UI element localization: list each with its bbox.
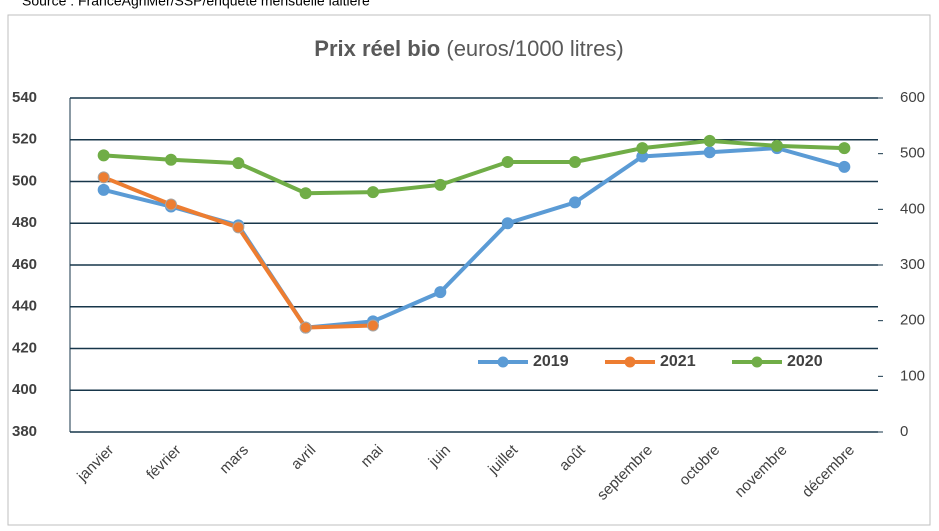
- marker: [299, 321, 312, 334]
- marker: [97, 149, 110, 162]
- y2-tick-label: 0: [900, 423, 908, 440]
- legend-label: 2021: [660, 353, 696, 370]
- y2-tick-label: 100: [900, 367, 925, 384]
- marker: [434, 178, 447, 191]
- subtitle: (euros/1000 litres): [446, 36, 623, 61]
- legend-label: 2019: [533, 353, 569, 370]
- y-tick-label: 520: [12, 131, 37, 148]
- y2-tick-label: 200: [900, 312, 925, 329]
- legend-marker: [624, 356, 636, 368]
- y-tick-label: 420: [12, 339, 37, 356]
- marker: [501, 156, 514, 169]
- marker: [703, 134, 716, 147]
- marker: [569, 156, 581, 169]
- legend-marker: [497, 356, 509, 368]
- y-tick-label: 440: [12, 298, 37, 315]
- marker: [434, 286, 447, 299]
- marker: [838, 142, 851, 155]
- source: Source : FranceAgriMer/SSP/enquête mensu…: [22, 0, 370, 9]
- y-tick-label: 480: [12, 214, 37, 231]
- y2-tick-label: 600: [900, 89, 925, 106]
- marker: [232, 157, 245, 170]
- y-tick-label: 460: [12, 256, 37, 273]
- marker: [838, 160, 851, 173]
- marker: [569, 196, 581, 209]
- title: Prix réel bio: [314, 36, 440, 61]
- marker: [771, 139, 783, 152]
- y-tick-label: 500: [12, 172, 37, 189]
- marker: [299, 187, 312, 200]
- y2-tick-label: 500: [900, 145, 925, 162]
- marker: [703, 146, 716, 159]
- marker: [501, 217, 514, 230]
- chart-title: Prix réel bio (euros/1000 litres): [314, 36, 623, 61]
- y-tick-label: 540: [12, 89, 37, 106]
- marker: [165, 153, 177, 166]
- y2-tick-label: 300: [900, 256, 925, 273]
- marker: [97, 183, 110, 196]
- marker: [367, 319, 379, 332]
- marker: [232, 221, 245, 234]
- y2-tick-label: 400: [900, 200, 925, 217]
- legend-label: 2020: [787, 353, 823, 370]
- marker: [165, 198, 177, 211]
- marker: [367, 186, 379, 199]
- legend-marker: [751, 356, 763, 368]
- marker: [636, 142, 649, 155]
- y-tick-label: 380: [12, 423, 37, 440]
- chart-border: [7, 14, 931, 526]
- marker: [97, 171, 110, 184]
- y-tick-label: 400: [12, 381, 37, 398]
- series-line: [103, 138, 845, 196]
